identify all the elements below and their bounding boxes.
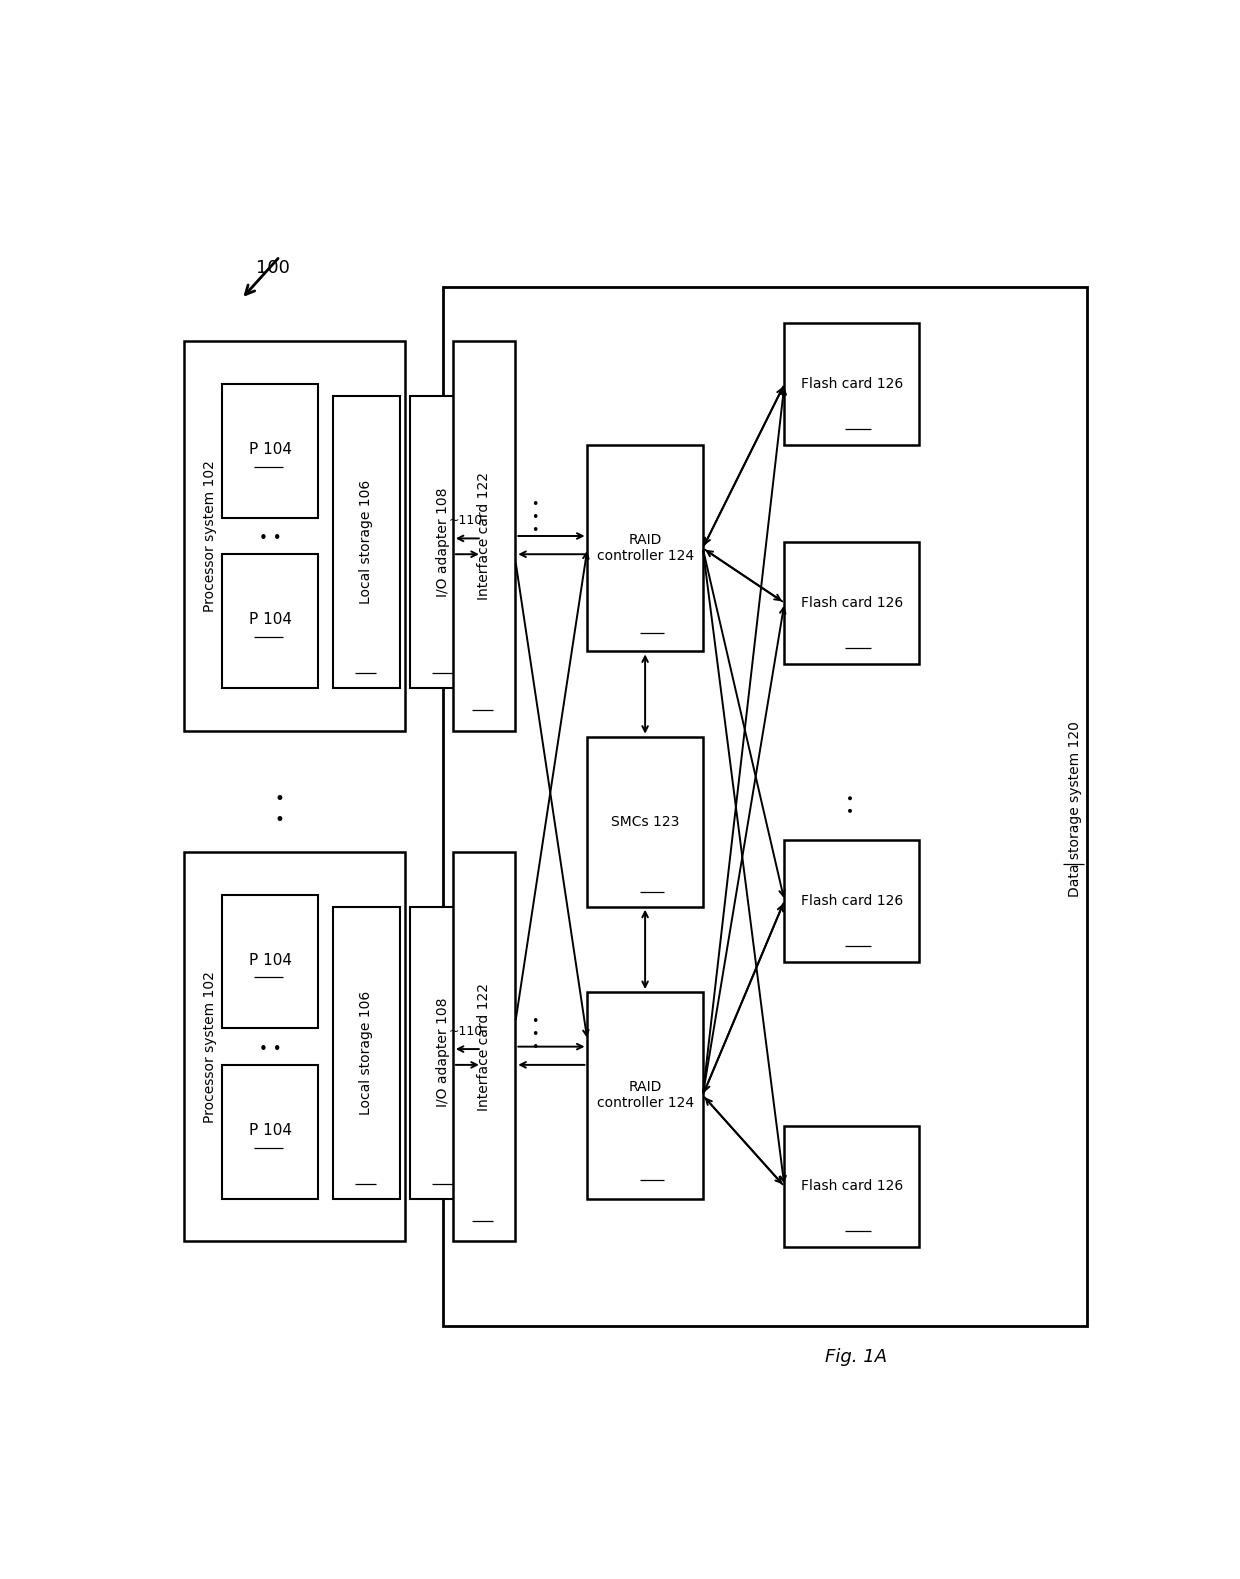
Text: I/O adapter 108: I/O adapter 108 [436, 488, 450, 597]
Bar [444, 287, 1087, 1326]
Text: •
•: • • [275, 790, 285, 829]
Bar [222, 1064, 319, 1198]
Text: Processor system 102: Processor system 102 [203, 459, 217, 613]
Text: Interface card 122: Interface card 122 [477, 472, 491, 600]
Text: P 104: P 104 [249, 952, 291, 968]
Text: Flash card 126: Flash card 126 [801, 377, 903, 392]
Text: P 104: P 104 [249, 1123, 291, 1138]
Bar [332, 906, 401, 1198]
Bar [409, 906, 477, 1198]
Bar [453, 853, 516, 1241]
Bar [785, 324, 919, 445]
Text: Local storage 106: Local storage 106 [360, 990, 373, 1115]
Bar [409, 396, 477, 688]
Text: Processor system 102: Processor system 102 [203, 971, 217, 1123]
Bar [222, 895, 319, 1028]
Text: Flash card 126: Flash card 126 [801, 894, 903, 908]
Text: Flash card 126: Flash card 126 [801, 595, 903, 609]
Bar [588, 736, 703, 906]
Text: Fig. 1A: Fig. 1A [826, 1348, 888, 1366]
Text: • •: • • [844, 793, 859, 813]
Bar [222, 554, 319, 688]
Text: Data storage system 120: Data storage system 120 [1068, 722, 1081, 897]
Text: ~110: ~110 [449, 515, 482, 527]
Text: I/O adapter 108: I/O adapter 108 [436, 998, 450, 1107]
Bar [332, 396, 401, 688]
Bar [785, 1126, 919, 1247]
Text: RAID
controller 124: RAID controller 124 [596, 534, 693, 564]
Text: Local storage 106: Local storage 106 [360, 480, 373, 605]
Bar [184, 341, 404, 731]
Text: P 104: P 104 [249, 442, 291, 458]
Text: ~110: ~110 [449, 1025, 482, 1037]
Text: •
•
•: • • • [531, 1015, 538, 1053]
Bar [785, 840, 919, 962]
Bar [588, 992, 703, 1198]
Text: Interface card 122: Interface card 122 [477, 982, 491, 1110]
Text: • •: • • [259, 1042, 281, 1056]
Bar [453, 341, 516, 731]
Text: 100: 100 [255, 259, 290, 276]
Text: •
•
•: • • • [531, 499, 538, 537]
Text: P 104: P 104 [249, 613, 291, 627]
Bar [184, 853, 404, 1241]
Bar [588, 445, 703, 652]
Text: RAID
controller 124: RAID controller 124 [596, 1080, 693, 1110]
Text: SMCs 123: SMCs 123 [611, 815, 680, 829]
Bar [222, 384, 319, 518]
Text: • •: • • [259, 531, 281, 546]
Bar [785, 542, 919, 663]
Text: Flash card 126: Flash card 126 [801, 1180, 903, 1194]
